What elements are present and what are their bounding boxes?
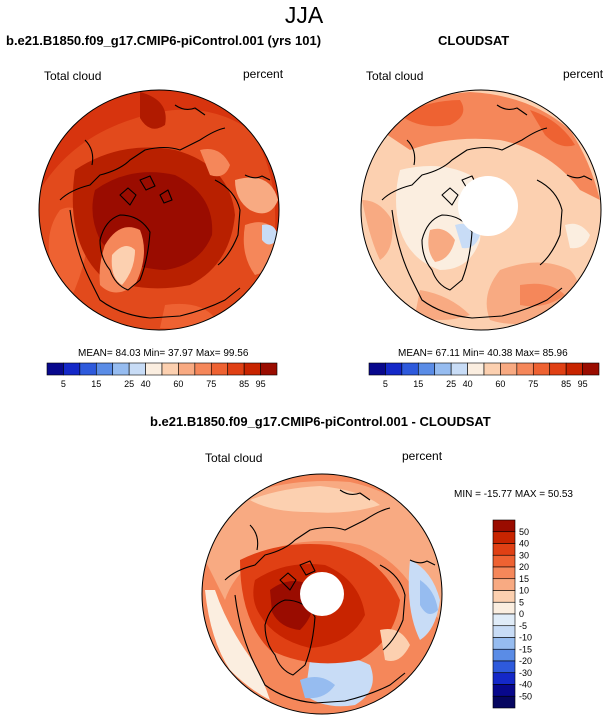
colorbar-swatch: [492, 625, 516, 638]
colorbar-swatch: [95, 362, 114, 376]
colorbar-swatch: [492, 554, 516, 568]
colorbar-swatch: [532, 362, 551, 376]
model-units-label: percent: [243, 67, 284, 81]
colorbar-tick-label: -10: [519, 633, 532, 643]
colorbar-tick-label: -50: [519, 691, 532, 701]
colorbar-swatch: [128, 362, 146, 376]
obs-colorbar: 5 15 25 40 60 75 85 95: [368, 362, 600, 389]
colorbar-swatch: [492, 590, 516, 603]
colorbar-tick-label: 0: [519, 609, 524, 619]
colorbar-tick-label: 15: [91, 379, 101, 389]
colorbar-swatch: [492, 519, 516, 533]
obs-units-label: percent: [563, 67, 604, 81]
colorbar-swatch: [549, 362, 567, 376]
colorbar-tick-label: -30: [519, 668, 532, 678]
colorbar-tick-label: 50: [519, 527, 529, 537]
colorbar-swatch: [492, 613, 516, 627]
colorbar-tick-label: -15: [519, 644, 532, 654]
model-polar-map: [38, 89, 280, 331]
model-stats: MEAN= 84.03 Min= 37.97 Max= 99.56: [78, 348, 249, 359]
colorbar-swatch: [492, 672, 516, 685]
colorbar-tick-label: 85: [561, 379, 571, 389]
colorbar-tick-label: 60: [495, 379, 505, 389]
colorbar-tick-label: 75: [206, 379, 216, 389]
colorbar-swatch: [492, 684, 516, 697]
colorbar-swatch: [63, 362, 81, 376]
model-variable-label: Total cloud: [44, 69, 102, 83]
colorbar-swatch: [401, 362, 419, 376]
colorbar-swatch: [492, 566, 516, 580]
colorbar-tick-label: 40: [519, 539, 529, 549]
colorbar-tick-label: 95: [256, 379, 266, 389]
colorbar-tick-label: 5: [61, 379, 66, 389]
colorbar-swatch: [79, 362, 97, 376]
diff-stats: MIN = -15.77 MAX = 50.53: [454, 489, 573, 500]
colorbar-swatch: [161, 362, 179, 376]
colorbar-swatch: [492, 637, 516, 650]
diff-polar-map: [201, 473, 443, 715]
colorbar-tick-label: 5: [519, 597, 524, 607]
colorbar-tick-label: 30: [519, 550, 529, 560]
colorbar-swatch: [46, 362, 64, 376]
colorbar-swatch: [492, 695, 516, 709]
colorbar-swatch: [210, 362, 229, 376]
colorbar-tick-label: 10: [519, 586, 529, 596]
colorbar-swatch: [492, 660, 516, 674]
colorbar-swatch: [112, 362, 130, 376]
colorbar-tick-label: 40: [141, 379, 151, 389]
colorbar-tick-label: -5: [519, 621, 527, 631]
colorbar-swatch: [500, 362, 518, 376]
colorbar-swatch: [145, 362, 163, 376]
colorbar-swatch: [227, 362, 245, 376]
diff-panel-title: b.e21.B1850.f09_g17.CMIP6-piControl.001 …: [150, 414, 491, 429]
diff-units-label: percent: [402, 449, 443, 463]
model-colorbar: 5 15 25 40 60 75 85 95: [46, 362, 278, 389]
colorbar-swatch: [492, 543, 516, 556]
colorbar-swatch: [434, 362, 452, 376]
colorbar-swatch: [178, 362, 196, 376]
model-panel-title: b.e21.B1850.f09_g17.CMIP6-piControl.001 …: [6, 33, 322, 48]
colorbar-tick-label: 25: [124, 379, 134, 389]
colorbar-tick-label: -20: [519, 656, 532, 666]
colorbar-swatch: [582, 362, 600, 376]
colorbar-tick-label: 15: [519, 574, 529, 584]
colorbar-tick-label: 75: [528, 379, 538, 389]
colorbar-tick-label: 60: [173, 379, 183, 389]
colorbar-tick-label: 15: [413, 379, 423, 389]
colorbar-swatch: [565, 362, 583, 376]
obs-panel-title: CLOUDSAT: [438, 33, 510, 48]
colorbar-swatch: [417, 362, 436, 376]
colorbar-swatch: [483, 362, 501, 376]
obs-variable-label: Total cloud: [366, 69, 424, 83]
obs-stats: MEAN= 67.11 Min= 40.38 Max= 85.96: [398, 348, 568, 359]
colorbar-swatch: [492, 601, 516, 615]
colorbar-tick-label: 40: [463, 379, 473, 389]
colorbar-tick-label: 85: [239, 379, 249, 389]
obs-polar-map: [360, 89, 602, 331]
colorbar-swatch: [492, 578, 516, 591]
colorbar-swatch: [492, 531, 516, 544]
colorbar-tick-label: 5: [383, 379, 388, 389]
season-title: JJA: [284, 2, 324, 28]
colorbar-tick-label: 20: [519, 562, 529, 572]
colorbar-tick-label: 95: [578, 379, 588, 389]
diff-variable-label: Total cloud: [205, 451, 263, 465]
colorbar-swatch: [368, 362, 386, 376]
colorbar-tick-label: -40: [519, 680, 532, 690]
colorbar-swatch: [260, 362, 278, 376]
colorbar-tick-label: 25: [446, 379, 456, 389]
colorbar-swatch: [516, 362, 534, 376]
colorbar-swatch: [385, 362, 403, 376]
colorbar-swatch: [243, 362, 261, 376]
colorbar-swatch: [450, 362, 468, 376]
colorbar-swatch: [492, 648, 516, 662]
colorbar-swatch: [467, 362, 485, 376]
colorbar-swatch: [194, 362, 212, 376]
